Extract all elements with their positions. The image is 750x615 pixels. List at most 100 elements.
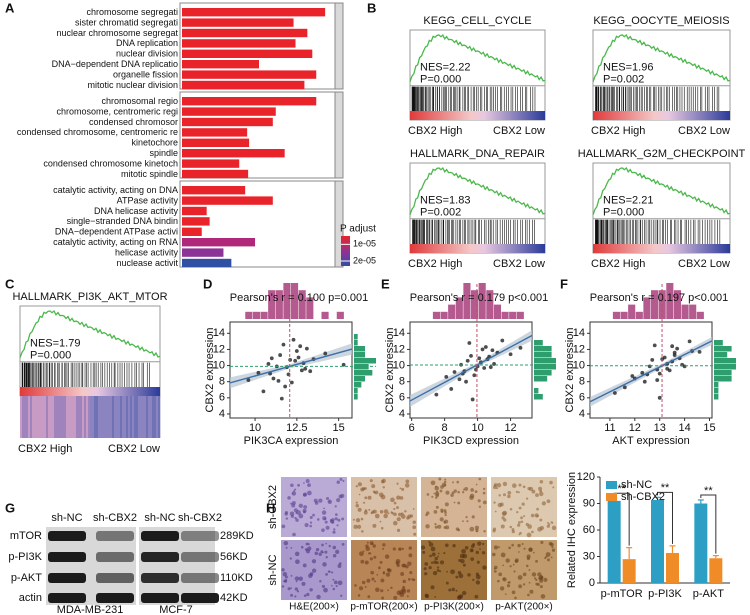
ihc-texture — [385, 572, 391, 577]
ihc-texture — [472, 543, 476, 546]
point — [472, 373, 477, 378]
ihc-texture — [411, 578, 414, 581]
ihc-texture — [536, 507, 539, 511]
point — [293, 358, 298, 363]
blot-band — [141, 573, 179, 583]
category-label: single−stranded DNA bindin — [67, 216, 178, 226]
category-label: chromosome segregati — [86, 7, 178, 17]
marginal-histogram — [534, 376, 548, 382]
ihc-texture — [305, 542, 309, 546]
ihc-texture — [474, 490, 478, 494]
ihc-texture — [370, 511, 373, 515]
ihc-texture — [306, 592, 310, 597]
ihc-texture — [313, 498, 318, 503]
ihc-texture — [398, 512, 402, 517]
plot-title: HALLMARK_DNA_REPAIR — [410, 148, 545, 160]
ihc-texture — [527, 524, 532, 529]
ihc-texture — [354, 584, 357, 587]
y-tick-label: 14 — [573, 327, 585, 339]
ihc-texture — [323, 587, 328, 593]
panel-label: A — [5, 0, 15, 15]
y-tick-label: 90 — [583, 497, 595, 509]
marginal-histogram — [534, 394, 543, 400]
category-label: DNA−dependent DNA replicatio — [52, 59, 178, 69]
point — [271, 376, 276, 381]
ihc-texture — [537, 526, 543, 532]
ihc-texture — [535, 559, 538, 563]
ihc-texture — [305, 479, 310, 483]
ihc-texture — [328, 544, 331, 548]
ihc-texture — [455, 575, 459, 579]
category-label: kinetochore — [131, 138, 178, 148]
ihc-texture — [322, 562, 327, 567]
ihc-texture — [327, 570, 330, 573]
heatmap-cell — [82, 396, 85, 438]
ihc-texture — [380, 494, 386, 500]
annotation: P=0.000 — [30, 350, 71, 362]
ihc-texture — [295, 518, 299, 522]
ihc-texture — [361, 530, 364, 533]
ihc-texture — [540, 540, 544, 545]
ihc-texture — [438, 477, 442, 481]
ihc-texture — [372, 509, 377, 514]
ihc-texture — [503, 518, 507, 522]
ihc-texture — [420, 545, 426, 550]
ihc-texture — [304, 548, 308, 551]
point — [278, 353, 283, 357]
ihc-texture — [361, 487, 366, 491]
ihc-texture — [374, 513, 380, 519]
bar — [182, 217, 210, 226]
category-label: organelle fission — [113, 69, 178, 79]
ihc-texture — [439, 489, 443, 493]
heatmap-cell — [106, 396, 109, 438]
ihc-texture — [290, 587, 292, 589]
ihc-texture — [430, 480, 436, 486]
ihc-texture — [493, 565, 498, 570]
ihc-texture — [379, 560, 383, 564]
ihc-texture — [469, 526, 475, 532]
ihc-texture — [325, 572, 328, 576]
ihc-texture — [507, 490, 512, 495]
ihc-texture — [518, 551, 520, 553]
x-tick-label: 14 — [678, 422, 690, 434]
ihc-texture — [521, 542, 524, 546]
heatmap-cell — [68, 396, 71, 438]
ihc-texture — [443, 520, 447, 524]
ihc-texture — [287, 587, 291, 591]
ihc-texture — [443, 480, 447, 484]
heatmap-cell — [50, 396, 53, 438]
size-label: 42KD — [220, 592, 248, 604]
ihc-texture — [317, 518, 320, 521]
ihc-texture — [358, 493, 361, 496]
marginal-histogram — [714, 370, 732, 376]
ihc-texture — [424, 572, 428, 576]
ihc-texture — [294, 587, 299, 591]
ihc-texture — [296, 510, 301, 515]
ihc-texture — [335, 549, 340, 555]
ihc-texture — [401, 487, 405, 491]
heatmap-cell — [158, 396, 161, 438]
y-tick-label: 8 — [399, 376, 405, 388]
ihc-texture — [375, 587, 380, 593]
enrichment-curve — [409, 166, 546, 216]
blot-band — [48, 552, 86, 562]
ihc-texture — [471, 515, 475, 519]
plot-title: Pearson's r = 0.100 p=0.001 — [230, 292, 368, 304]
ihc-texture — [440, 510, 444, 514]
ihc-texture — [379, 509, 384, 514]
significance-label: ** — [661, 482, 670, 494]
y-tick-label: 10 — [393, 359, 405, 371]
ihc-texture — [509, 565, 512, 568]
ihc-texture — [508, 581, 511, 584]
ihc-texture — [393, 501, 397, 505]
category-label: chromosome, centromeric regi — [56, 106, 178, 116]
x-tick-label: p-AKT — [693, 588, 724, 600]
ihc-texture — [545, 552, 551, 557]
ihc-texture — [531, 489, 536, 494]
ihc-texture — [361, 580, 366, 585]
point — [294, 349, 299, 353]
point — [323, 351, 328, 356]
plot-title: KEGG_OOCYTE_MEIOSIS — [593, 15, 729, 27]
category-label: condensed chromosor — [89, 117, 178, 127]
marginal-histogram — [478, 283, 486, 319]
